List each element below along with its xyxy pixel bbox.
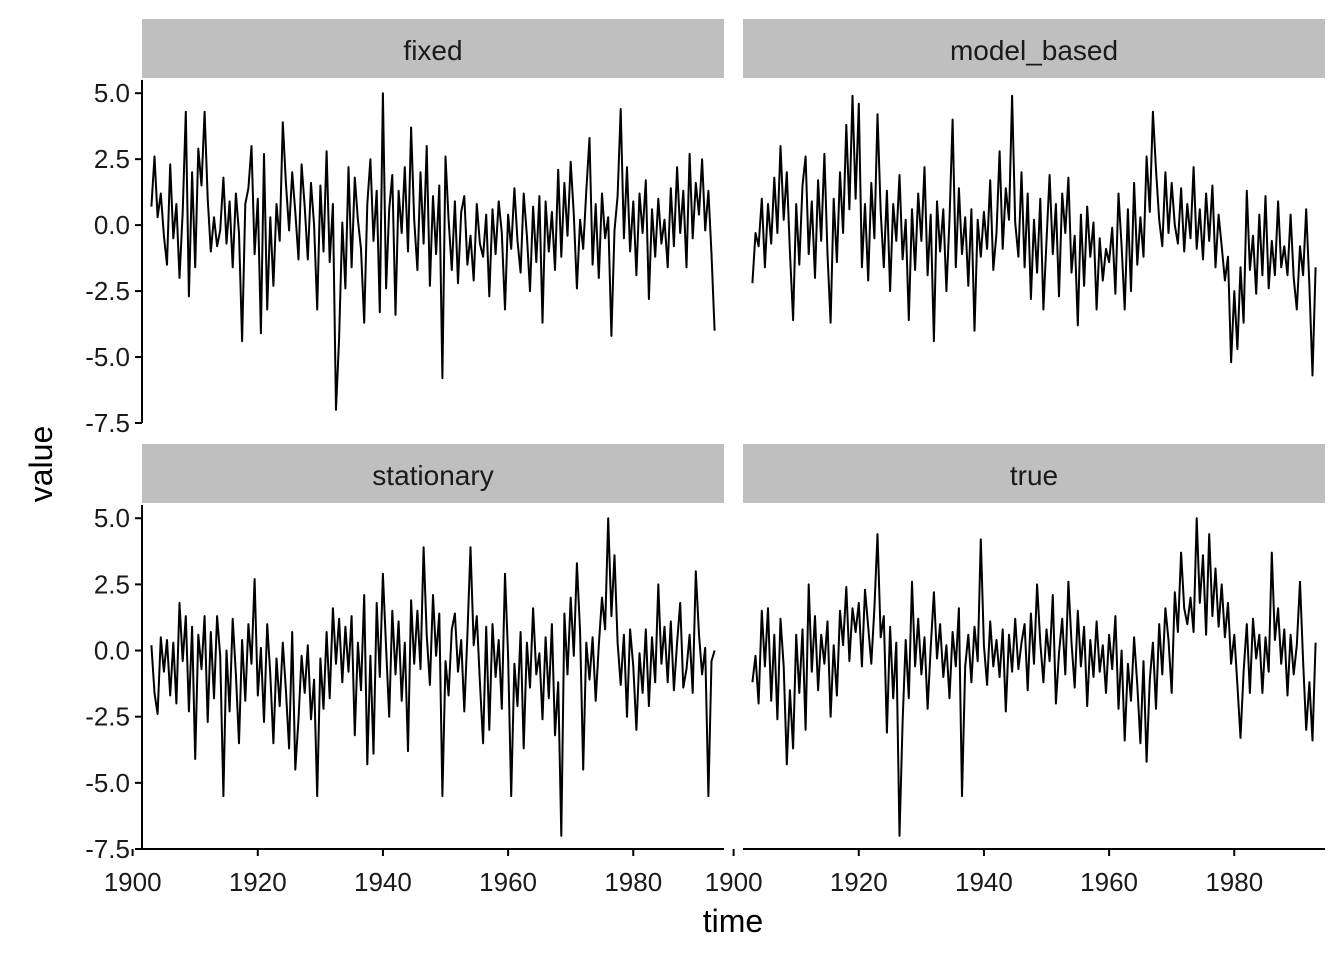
x-axis-title: time [703,903,763,939]
y-axis-ticks-bottom: 5.0 2.5 0.0 -2.5 -5.0 -7.5 [85,503,142,864]
facet-strip-stationary: stationary [142,444,724,503]
y-tick-label: -5.0 [85,342,130,372]
strip-background [743,19,1325,78]
x-axis-ticks-right: 1900 1920 1940 1960 1980 [705,849,1263,897]
y-tick-label: -2.5 [85,276,130,306]
x-tick-label: 1960 [479,867,537,897]
y-tick-label: 2.5 [94,569,130,599]
series-line-fixed [150,92,716,411]
series-line-stationary [150,517,716,837]
strip-label-stationary: stationary [372,460,493,491]
facet-strip-model-based: model_based [743,19,1325,78]
x-tick-label: 1960 [1080,867,1138,897]
strip-background [142,444,724,503]
x-tick-label: 1920 [830,867,888,897]
y-tick-label: -7.5 [85,834,130,864]
x-tick-label: 1980 [604,867,662,897]
strip-label-model-based: model_based [950,35,1118,66]
x-tick-label: 1900 [705,867,763,897]
strip-label-true: true [1010,460,1058,491]
y-tick-label: 5.0 [94,503,130,533]
x-tick-label: 1940 [354,867,412,897]
x-tick-label: 1900 [104,867,162,897]
y-tick-label: -7.5 [85,408,130,438]
series-line-model-based [751,94,1317,377]
y-tick-label: 5.0 [94,78,130,108]
y-tick-label: -2.5 [85,702,130,732]
y-axis-title: value [23,426,59,503]
facet-strip-fixed: fixed [142,19,724,78]
strip-background [743,444,1325,503]
y-tick-label: -5.0 [85,768,130,798]
x-tick-label: 1940 [955,867,1013,897]
facet-strip-true: true [743,444,1325,503]
x-tick-label: 1980 [1205,867,1263,897]
y-tick-label: 0.0 [94,636,130,666]
strip-background [142,19,724,78]
series-layer [150,92,1317,837]
series-line-true [751,517,1317,837]
strip-label-fixed: fixed [403,35,462,66]
x-tick-label: 1920 [229,867,287,897]
y-tick-label: 2.5 [94,144,130,174]
x-axis-ticks-left: 1900 1920 1940 1960 1980 [104,849,662,897]
y-axis-ticks-top: 5.0 2.5 0.0 -2.5 -5.0 -7.5 [85,78,142,438]
y-tick-label: 0.0 [94,210,130,240]
